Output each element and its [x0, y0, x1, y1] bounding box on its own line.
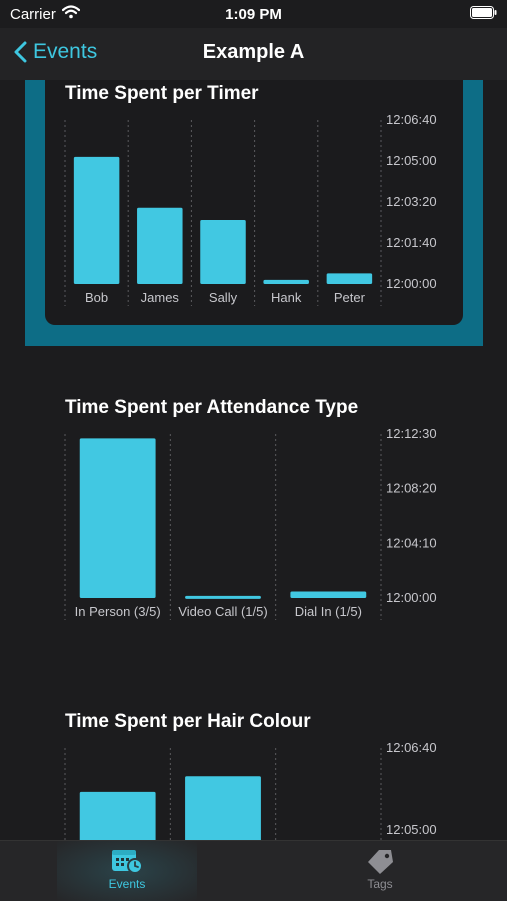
y-tick-label: 12:12:30 [386, 426, 437, 441]
x-category-label: Dial In (1/5) [295, 604, 362, 619]
bar[interactable] [185, 595, 261, 599]
bar[interactable] [185, 776, 261, 840]
calendar-clock-icon [112, 850, 143, 874]
bar[interactable] [326, 273, 373, 284]
chart-title-timer: Time Spent per Timer [65, 83, 259, 104]
tab-bar: Events Tags [0, 840, 507, 901]
x-category-label: Peter [334, 290, 366, 305]
y-tick-label: 12:03:20 [386, 194, 437, 209]
y-tick-label: 12:05:00 [386, 822, 437, 837]
bar[interactable] [73, 156, 120, 284]
tab-tags[interactable]: Tags [300, 847, 460, 891]
bar[interactable] [200, 220, 246, 284]
chart-title-hair: Time Spent per Hair Colour [65, 711, 311, 732]
x-category-label: Bob [85, 290, 108, 305]
x-category-label: James [141, 290, 180, 305]
tab-events-label: Events [108, 877, 146, 891]
charts-scroll-view[interactable]: Time Spent per Timer 12:00:00 12:01:40 12:… [0, 80, 507, 840]
bar[interactable] [263, 279, 309, 284]
carrier-label: Carrier [10, 6, 56, 23]
y-tick-label: 12:06:40 [386, 112, 437, 127]
battery-icon [470, 6, 497, 23]
y-tick-label: 12:00:00 [386, 590, 437, 605]
y-tick-label: 12:04:10 [386, 535, 437, 550]
tag-icon [368, 850, 393, 874]
navigation-bar: Events Example A [0, 28, 507, 80]
status-bar: Carrier 1:09 PM [0, 0, 507, 28]
bar[interactable] [290, 591, 367, 598]
attendance-bar-chart: 12:00:00 12:04:10 12:08:20 12:12:30 In Perso… [64, 426, 437, 620]
y-tick-label: 12:05:00 [386, 153, 437, 168]
status-time: 1:09 PM [225, 6, 282, 23]
wifi-icon [61, 5, 81, 23]
timer-bar-chart: 12:00:00 12:01:40 12:03:20 12:05:00 12:06:40… [64, 112, 437, 306]
x-category-label: Hank [271, 290, 302, 305]
page-title: Example A [202, 41, 305, 63]
chevron-left-icon [14, 41, 27, 63]
y-tick-label: 12:01:40 [386, 235, 437, 250]
x-category-label: In Person (3/5) [75, 604, 161, 619]
back-button[interactable]: Events [14, 40, 97, 64]
tab-tags-label: Tags [367, 877, 393, 891]
y-tick-label: 12:08:20 [386, 481, 437, 496]
x-category-label: Video Call (1/5) [178, 604, 267, 619]
tab-events[interactable]: Events [47, 841, 207, 901]
back-button-label: Events [33, 40, 98, 63]
bar[interactable] [79, 791, 156, 840]
bar[interactable] [79, 438, 156, 598]
bar[interactable] [137, 207, 183, 284]
y-tick-label: 12:00:00 [386, 276, 437, 291]
x-category-label: Sally [209, 290, 238, 305]
y-tick-label: 12:06:40 [386, 740, 437, 755]
chart-title-attendance: Time Spent per Attendance Type [65, 397, 359, 418]
